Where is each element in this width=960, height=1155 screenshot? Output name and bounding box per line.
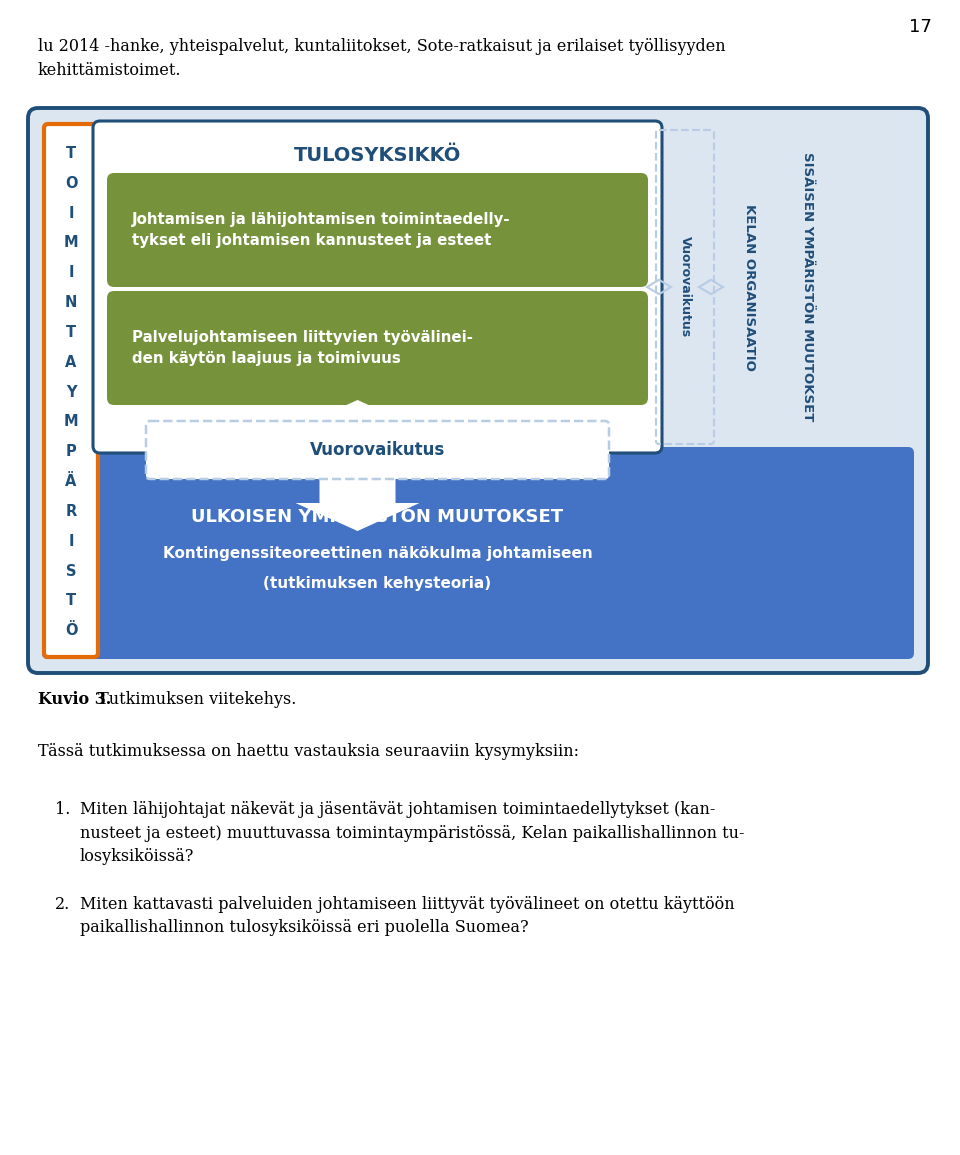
Text: 2.: 2. <box>55 896 70 912</box>
Text: kehittämistoimet.: kehittämistoimet. <box>38 62 181 79</box>
Text: Y: Y <box>65 385 76 400</box>
Text: Ä: Ä <box>65 474 77 489</box>
FancyBboxPatch shape <box>28 109 928 673</box>
Text: A: A <box>65 355 77 370</box>
Polygon shape <box>296 445 420 531</box>
Text: lu 2014 -hanke, yhteispalvelut, kuntaliitokset, Sote-ratkaisut ja erilaiset työl: lu 2014 -hanke, yhteispalvelut, kuntalii… <box>38 38 726 55</box>
FancyBboxPatch shape <box>146 422 609 479</box>
Text: I: I <box>68 534 74 549</box>
Text: M: M <box>63 415 79 430</box>
Text: T: T <box>66 325 76 340</box>
Text: Miten kattavasti palveluiden johtamiseen liittyvät työvälineet on otettu käyttöö: Miten kattavasti palveluiden johtamiseen… <box>80 896 734 937</box>
Text: Ö: Ö <box>64 624 77 639</box>
Text: N: N <box>65 296 77 311</box>
Text: R: R <box>65 504 77 519</box>
Text: Johtamisen ja lähijohtamisen toimintaedelly-
tykset eli johtamisen kannusteet ja: Johtamisen ja lähijohtamisen toimintaede… <box>132 211 511 248</box>
Text: I: I <box>68 266 74 281</box>
Text: TULOSYKSIKKÖ: TULOSYKSIKKÖ <box>294 146 461 165</box>
Text: Tässä tutkimuksessa on haettu vastauksia seuraaviin kysymyksiin:: Tässä tutkimuksessa on haettu vastauksia… <box>38 743 579 760</box>
Text: SISÄISEN YMPÄRISTÖN MUUTOKSET: SISÄISEN YMPÄRISTÖN MUUTOKSET <box>801 152 813 422</box>
Text: Kontingenssiteoreettinen näkökulma johtamiseen: Kontingenssiteoreettinen näkökulma johta… <box>162 546 592 561</box>
Text: T: T <box>66 146 76 161</box>
Text: 17: 17 <box>909 18 932 36</box>
Text: I: I <box>68 206 74 221</box>
Polygon shape <box>296 400 420 461</box>
Text: ULKOISEN YMPÄRISTÖN MUUTOKSET: ULKOISEN YMPÄRISTÖN MUUTOKSET <box>191 508 564 526</box>
FancyBboxPatch shape <box>44 124 98 657</box>
Text: Kuvio 3.: Kuvio 3. <box>38 691 111 708</box>
Text: Miten lähijohtajat näkevät ja jäsentävät johtamisen toimintaedellytykset (kan-
n: Miten lähijohtajat näkevät ja jäsentävät… <box>80 802 745 865</box>
Text: 1.: 1. <box>55 802 70 818</box>
FancyBboxPatch shape <box>107 291 648 405</box>
Text: P: P <box>65 445 77 460</box>
Text: T: T <box>66 594 76 609</box>
Text: Vuorovaikutus: Vuorovaikutus <box>310 441 445 459</box>
FancyBboxPatch shape <box>42 447 914 660</box>
Text: S: S <box>65 564 76 579</box>
Text: KELAN ORGANISAATIO: KELAN ORGANISAATIO <box>742 203 756 371</box>
Text: M: M <box>63 236 79 251</box>
Text: (tutkimuksen kehysteoria): (tutkimuksen kehysteoria) <box>263 576 492 591</box>
FancyBboxPatch shape <box>107 173 648 286</box>
FancyBboxPatch shape <box>93 121 662 453</box>
Text: Palvelujohtamiseen liittyvien työvälinei-
den käytön laajuus ja toimivuus: Palvelujohtamiseen liittyvien työvälinei… <box>132 329 473 366</box>
Text: Vuorovaikutus: Vuorovaikutus <box>679 237 691 337</box>
Text: Tutkimuksen viitekehys.: Tutkimuksen viitekehys. <box>93 691 297 708</box>
Text: O: O <box>64 176 77 191</box>
